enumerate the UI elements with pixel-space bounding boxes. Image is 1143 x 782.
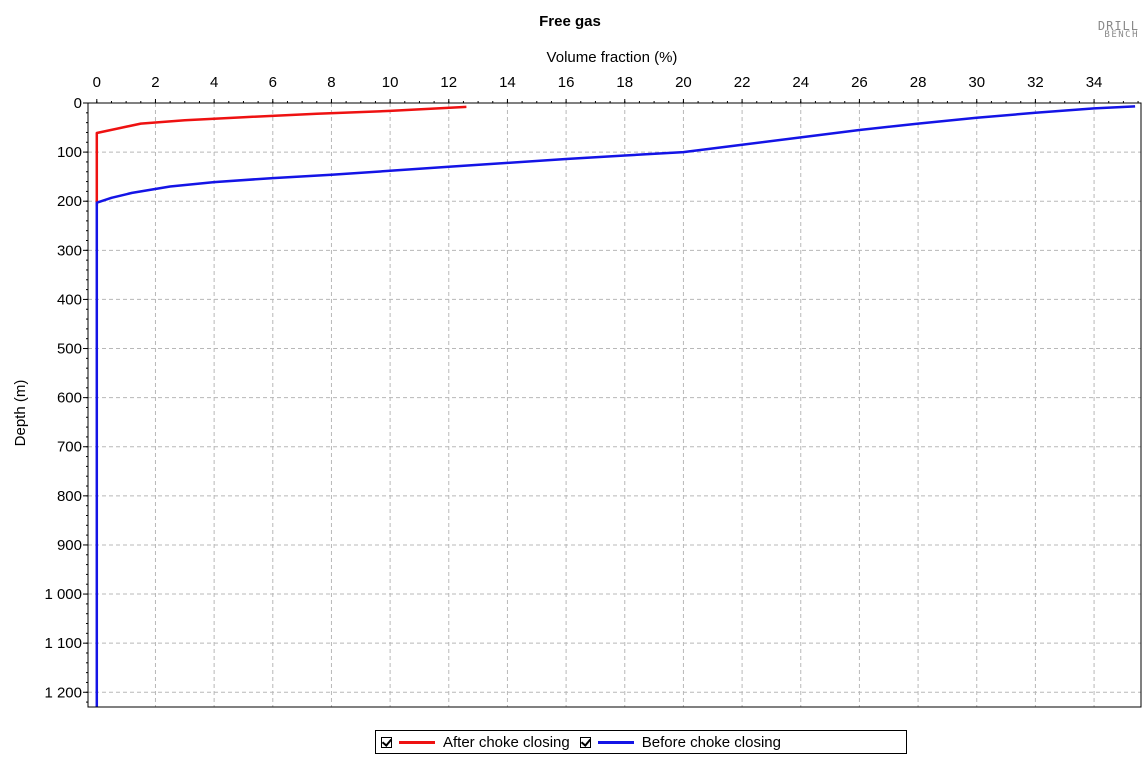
x-tick-label: 8: [327, 74, 335, 91]
x-tick-label: 32: [1027, 74, 1044, 91]
x-tick-label: 14: [499, 74, 516, 91]
y-tick-label: 600: [57, 390, 82, 407]
legend-label-after: After choke closing: [443, 733, 570, 751]
legend-entry-before[interactable]: Before choke closing: [579, 733, 781, 751]
x-tick-label: 18: [616, 74, 633, 91]
legend-checkbox-after[interactable]: [381, 736, 392, 748]
x-tick-label: 16: [558, 74, 575, 91]
legend-swatch-before: [597, 740, 634, 744]
drillbench-logo: DRILL BENCH: [1097, 19, 1139, 40]
legend: After choke closing Before choke closing: [375, 730, 907, 754]
x-tick-label: 26: [851, 74, 868, 91]
legend-label-before: Before choke closing: [641, 733, 781, 751]
x-tick-label: 12: [440, 74, 457, 91]
logo-line-2: BENCH: [1104, 30, 1139, 40]
plot-area: [87, 102, 1142, 708]
series-line-before-choke-closing: [95, 105, 1136, 707]
x-tick-label: 20: [675, 74, 692, 91]
series-line-after-choke-closing: [95, 105, 467, 207]
legend-checkbox-before[interactable]: [579, 736, 591, 748]
y-axis-title: Depth (m): [12, 380, 29, 447]
legend-swatch-after: [399, 740, 435, 744]
x-tick-label: 6: [269, 74, 277, 91]
y-tick-label: 100: [57, 144, 82, 161]
y-tick-label: 700: [57, 439, 82, 456]
x-tick-label: 30: [968, 74, 985, 91]
y-tick-label: 1 100: [44, 635, 82, 652]
x-tick-label: 28: [910, 74, 927, 91]
y-tick-label: 900: [57, 537, 82, 554]
grid-lines: [88, 103, 1141, 707]
x-tick-label: 10: [382, 74, 399, 91]
y-tick-label: 1 200: [44, 684, 82, 701]
axis-ticks: [83, 99, 1139, 703]
x-tick-label: 2: [151, 74, 159, 91]
legend-entry-after[interactable]: After choke closing: [381, 734, 570, 751]
x-tick-labels: 0 2 4 6 8 10 12 14 16 18 20 22 24 26 28 30 32 34: [93, 74, 1103, 91]
y-tick-label: 500: [57, 341, 82, 358]
y-tick-label: 300: [57, 242, 82, 259]
x-tick-label: 34: [1086, 74, 1103, 91]
y-tick-label: 0: [74, 95, 82, 112]
y-tick-labels: 0 100 200 300 400 500 600 700 800 900 1 000 1 100 1 …: [44, 95, 82, 701]
chart-title: Free gas: [539, 13, 601, 30]
x-tick-label: 0: [93, 74, 101, 91]
y-tick-label: 800: [57, 488, 82, 505]
x-tick-label: 22: [734, 74, 751, 91]
y-tick-label: 400: [57, 291, 82, 308]
x-tick-label: 4: [210, 74, 218, 91]
x-tick-label: 24: [792, 74, 809, 91]
x-axis-title: Volume fraction (%): [547, 49, 678, 66]
y-tick-label: 1 000: [44, 586, 82, 603]
logo-line-1: DRILL: [1097, 19, 1139, 33]
series-lines: [95, 105, 1136, 707]
y-tick-label: 200: [57, 193, 82, 210]
